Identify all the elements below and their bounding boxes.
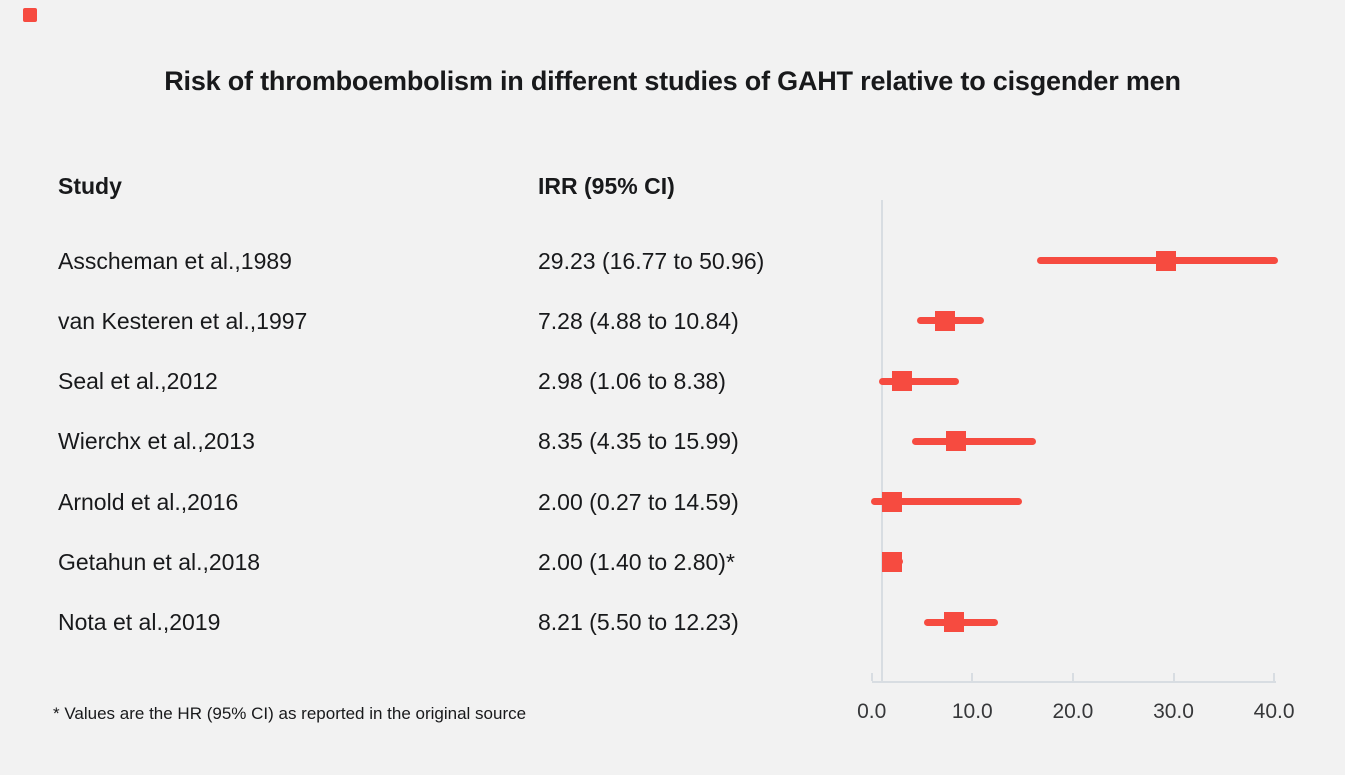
x-tick-label: 20.0 [1052, 700, 1094, 723]
irr-point-marker [934, 310, 955, 331]
irr-point-marker [1155, 250, 1176, 271]
chart-title: Risk of thromboembolism in different stu… [164, 66, 1181, 96]
study-column-header: Study [58, 173, 122, 199]
irr-column-header: IRR (95% CI) [538, 173, 675, 199]
study-label: Nota et al.,2019 [58, 609, 221, 635]
irr-point-marker [945, 431, 966, 452]
x-axis-tick [1172, 673, 1175, 681]
x-axis-line [871, 681, 1277, 683]
irr-value-label: 2.00 (1.40 to 2.80)* [538, 548, 735, 575]
x-axis-tick [870, 673, 873, 681]
brand-mark [23, 8, 37, 22]
irr-value-label: 2.00 (0.27 to 14.59) [538, 488, 739, 515]
irr-value-label: 8.35 (4.35 to 15.99) [538, 428, 739, 455]
x-axis-tick [1071, 673, 1074, 681]
reference-line [880, 200, 883, 683]
x-axis-tick [971, 673, 974, 681]
x-tick-label: 10.0 [951, 700, 993, 723]
study-label: Seal et al.,2012 [58, 368, 218, 394]
x-tick-label: 40.0 [1253, 700, 1295, 723]
irr-point-marker [881, 551, 902, 572]
irr-value-label: 29.23 (16.77 to 50.96) [538, 247, 765, 274]
study-label: van Kesteren et al.,1997 [58, 307, 308, 334]
irr-point-marker [944, 612, 965, 632]
ci-interval-line [911, 437, 1037, 445]
ci-interval-line [878, 377, 960, 385]
irr-value-label: 7.28 (4.88 to 10.84) [538, 307, 739, 334]
study-label: Asscheman et al.,1989 [58, 247, 292, 274]
study-label: Wierchx et al.,2013 [58, 428, 255, 455]
x-tick-label: 0.0 [857, 700, 887, 723]
irr-point-marker [881, 491, 902, 512]
irr-value-label: 2.98 (1.06 to 8.38) [538, 368, 726, 394]
study-label: Arnold et al.,2016 [58, 488, 239, 515]
study-label: Getahun et al.,2018 [58, 548, 261, 575]
irr-point-marker [891, 371, 912, 391]
irr-value-label: 8.21 (5.50 to 12.23) [538, 609, 739, 635]
x-axis-tick [1273, 673, 1276, 681]
ci-interval-line [870, 498, 1022, 505]
x-tick-label: 30.0 [1153, 700, 1194, 723]
footnote: * Values are the HR (95% CI) as reported… [53, 704, 527, 723]
